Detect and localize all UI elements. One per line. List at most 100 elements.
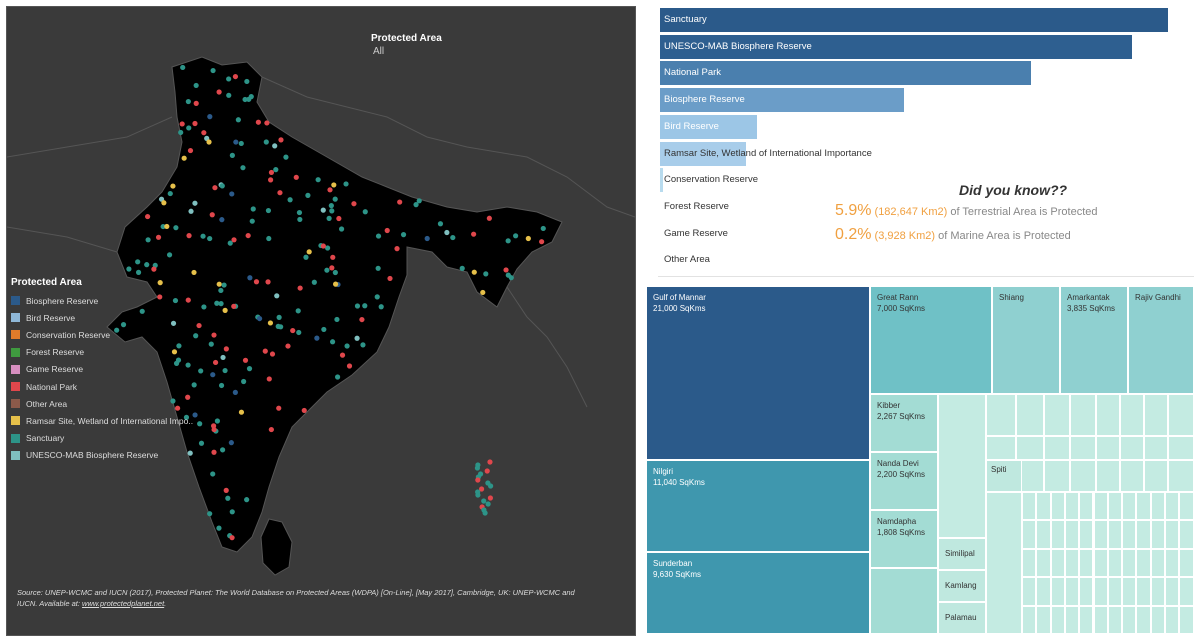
legend-item[interactable]: Ramsar Site, Wetland of International Im… — [11, 412, 193, 429]
treemap-cell[interactable] — [1107, 605, 1123, 634]
treemap-cell[interactable] — [1179, 605, 1194, 634]
treemap-cell[interactable] — [1050, 577, 1065, 606]
treemap-cell[interactable] — [1093, 577, 1108, 606]
bar-row[interactable]: Game Reserve — [660, 222, 1168, 246]
bar[interactable] — [660, 61, 1031, 86]
treemap-cell[interactable] — [1093, 492, 1108, 521]
treemap-cell[interactable] — [1096, 460, 1120, 492]
bar[interactable] — [660, 168, 663, 193]
bar-row[interactable]: Forest Reserve — [660, 195, 1168, 219]
source-link[interactable]: www.protectedplanet.net — [82, 599, 165, 608]
bar-row[interactable]: Sanctuary — [660, 8, 1168, 32]
treemap-cell[interactable] — [1107, 577, 1123, 606]
treemap-cell[interactable] — [1079, 605, 1094, 634]
treemap-cell[interactable]: Amarkantak 3,835 SqKms — [1060, 286, 1128, 394]
treemap-cell[interactable] — [1022, 520, 1037, 549]
treemap-cell[interactable] — [1136, 577, 1151, 606]
treemap-cell[interactable] — [1036, 548, 1051, 578]
treemap-cell[interactable] — [1022, 492, 1037, 521]
treemap-cell[interactable]: Similipal — [938, 538, 986, 570]
treemap-cell[interactable]: Spiti — [986, 460, 1022, 492]
treemap-cell[interactable] — [1165, 520, 1180, 549]
treemap-cell[interactable] — [986, 394, 1016, 436]
treemap-cell[interactable]: Kibber 2,267 SqKms — [870, 394, 938, 452]
treemap-cell[interactable] — [1136, 605, 1151, 634]
treemap-cell[interactable] — [1179, 520, 1194, 549]
treemap-cell[interactable] — [1022, 548, 1037, 578]
bar-row[interactable]: Ramsar Site, Wetland of International Im… — [660, 141, 1168, 166]
treemap-cell[interactable] — [1050, 492, 1065, 521]
treemap-cell[interactable] — [1079, 492, 1094, 521]
treemap-cell[interactable] — [1165, 605, 1180, 634]
treemap-cell[interactable] — [1107, 548, 1123, 578]
treemap-cell[interactable] — [1144, 436, 1168, 460]
treemap-cell[interactable] — [1150, 520, 1165, 549]
treemap-cell[interactable] — [986, 492, 1022, 634]
treemap-cell[interactable] — [1036, 605, 1051, 634]
treemap-cell[interactable] — [1050, 605, 1065, 634]
legend-item[interactable]: Game Reserve — [11, 361, 193, 378]
treemap-cell[interactable]: Gulf of Mannar 21,000 SqKms — [646, 286, 870, 460]
treemap-cell[interactable] — [1150, 605, 1165, 634]
treemap-cell[interactable] — [1122, 548, 1137, 578]
treemap-cell[interactable] — [1107, 520, 1123, 549]
treemap-cell[interactable] — [1150, 548, 1165, 578]
treemap-cell[interactable] — [1168, 394, 1194, 436]
treemap-cell[interactable] — [1070, 394, 1096, 436]
treemap-cell[interactable] — [1022, 577, 1037, 606]
treemap-cell[interactable] — [1050, 548, 1065, 578]
treemap-cell[interactable] — [1079, 577, 1094, 606]
treemap-cell[interactable] — [1136, 548, 1151, 578]
treemap-cell[interactable] — [1093, 548, 1108, 578]
treemap-cell[interactable] — [1150, 577, 1165, 606]
treemap-cell[interactable] — [1122, 577, 1137, 606]
treemap-cell[interactable]: Nilgiri 11,040 SqKms — [646, 460, 870, 552]
treemap-cell[interactable] — [1165, 577, 1180, 606]
treemap-cell[interactable] — [1165, 548, 1180, 578]
legend-item[interactable]: National Park — [11, 378, 193, 395]
treemap-cell[interactable] — [1168, 460, 1194, 492]
treemap-cell[interactable] — [1096, 394, 1120, 436]
bar-row[interactable]: Other Area — [660, 248, 1168, 272]
treemap-cell[interactable] — [1165, 492, 1180, 521]
treemap-cell[interactable] — [1070, 436, 1096, 460]
treemap-cell[interactable] — [1122, 520, 1137, 549]
legend-item[interactable]: Bird Reserve — [11, 309, 193, 326]
legend-item[interactable]: Other Area — [11, 395, 193, 412]
treemap-cell[interactable] — [1064, 492, 1080, 521]
legend-item[interactable]: Forest Reserve — [11, 344, 193, 361]
treemap-cell[interactable] — [986, 436, 1016, 460]
treemap-cell[interactable]: Rajiv Gandhi — [1128, 286, 1194, 394]
treemap-cell[interactable] — [1064, 520, 1080, 549]
bar[interactable] — [660, 8, 1168, 32]
treemap-cell[interactable] — [1036, 492, 1051, 521]
bar[interactable] — [660, 114, 757, 139]
treemap-cell[interactable] — [1064, 605, 1080, 634]
treemap-cell[interactable] — [1122, 605, 1137, 634]
treemap-cell[interactable] — [1064, 577, 1080, 606]
bar[interactable] — [660, 34, 1133, 59]
treemap-cell[interactable] — [1079, 520, 1094, 549]
treemap-cell[interactable]: Sunderban 9,630 SqKms — [646, 552, 870, 634]
treemap-cell[interactable] — [1093, 520, 1108, 549]
treemap-cell[interactable] — [1022, 605, 1037, 634]
treemap-cell[interactable]: Namdapha 1,808 SqKms — [870, 510, 938, 568]
treemap-cell[interactable] — [1079, 548, 1094, 578]
treemap-cell[interactable] — [1120, 460, 1144, 492]
bar[interactable] — [660, 88, 904, 113]
bar-row[interactable]: National Park — [660, 61, 1168, 86]
treemap-cell[interactable] — [1036, 520, 1051, 549]
treemap-cell[interactable] — [1016, 436, 1044, 460]
map-canvas[interactable] — [7, 7, 635, 635]
bar-row[interactable]: UNESCO-MAB Biosphere Reserve — [660, 34, 1168, 59]
legend-item[interactable]: Sanctuary — [11, 430, 193, 447]
treemap-cell[interactable] — [1093, 605, 1108, 634]
treemap-cell[interactable] — [1044, 436, 1070, 460]
treemap-cell[interactable] — [1064, 548, 1080, 578]
treemap-cell[interactable] — [1144, 460, 1168, 492]
treemap-cell[interactable] — [1179, 548, 1194, 578]
treemap-cell[interactable] — [1050, 520, 1065, 549]
treemap-cell[interactable] — [938, 394, 986, 538]
legend-item[interactable]: UNESCO-MAB Biosphere Reserve — [11, 447, 193, 464]
filter-value[interactable]: All — [373, 46, 385, 57]
